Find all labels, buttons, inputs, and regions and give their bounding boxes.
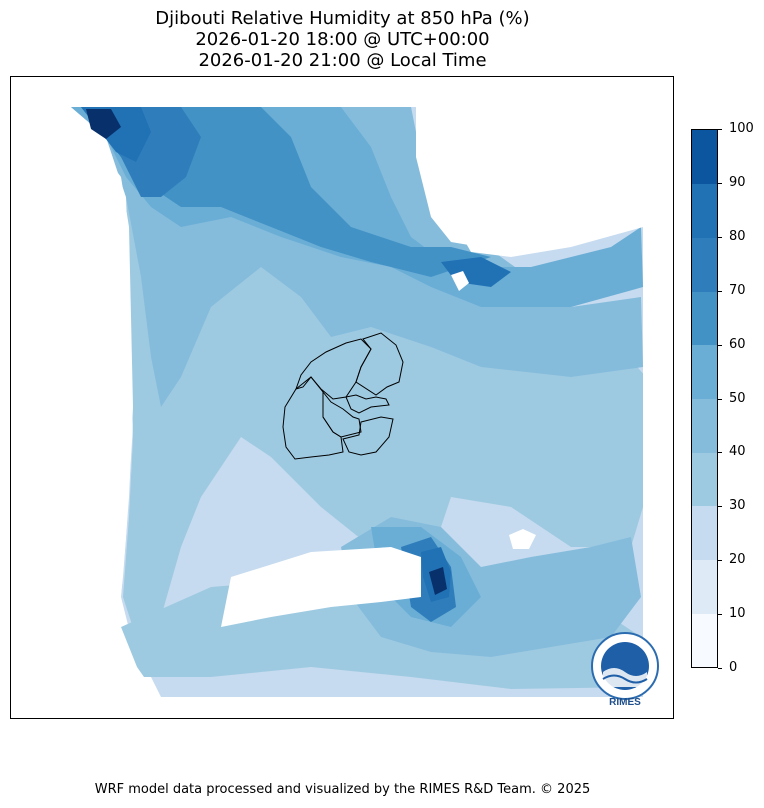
colorbar-tick: 70: [718, 282, 764, 298]
region-obock: [355, 332, 404, 396]
colorbar-tick-label: 20: [729, 552, 746, 568]
colorbar-tick-mark: [718, 182, 722, 184]
title-line-3: 2026-01-20 21:00 @ Local Time: [198, 50, 487, 71]
colorbar-band: [692, 452, 717, 507]
colorbar-tick-label: 90: [729, 174, 746, 190]
map-panel: [10, 76, 674, 719]
mask-south-island: [221, 547, 421, 627]
mask-west-spot-2: [43, 107, 61, 137]
colorbar-tick-mark: [718, 560, 722, 562]
mask-east-gulf: [451, 197, 643, 257]
colorbar-band: [692, 291, 717, 346]
colorbar-band: [692, 398, 717, 453]
logo-wave-2: [602, 674, 648, 684]
colorbar-tick-label: 30: [729, 498, 746, 514]
colorbar-band: [692, 344, 717, 399]
colorbar-tick-label: 100: [729, 121, 754, 136]
colorbar-tick-mark: [718, 398, 722, 400]
colorbar-tick-label: 10: [729, 606, 746, 622]
colorbar-band: [692, 559, 717, 614]
colorbar-tick: 20: [718, 552, 764, 568]
colorbar-tick-mark: [718, 236, 722, 238]
colorbar-tick: 40: [718, 444, 764, 460]
colorbar-tick: 50: [718, 390, 764, 406]
colorbar-tick-mark: [718, 614, 722, 616]
mask-west: [11, 77, 161, 718]
colorbar: [691, 129, 718, 668]
colorbar-tick: 0: [718, 660, 764, 675]
colorbar-tick-label: 0: [729, 660, 738, 675]
colorbar-tick-mark: [718, 452, 722, 454]
colorbar-tick: 90: [718, 174, 764, 190]
colorbar-tick-label: 80: [729, 228, 746, 244]
colorbar-tick-label: 70: [729, 282, 746, 298]
colorbar-tick-mark: [718, 129, 722, 130]
mask-east: [643, 77, 673, 718]
rimes-logo-icon: RIMES: [591, 632, 659, 708]
colorbar-tick-label: 60: [729, 336, 746, 352]
colorbar-band: [692, 130, 717, 185]
colorbar-tick: 10: [718, 606, 764, 622]
colorbar-band: [692, 183, 717, 238]
region-ali-sabieh: [342, 416, 394, 456]
colorbar-tick-mark: [718, 290, 722, 292]
title-line-1: Djibouti Relative Humidity at 850 hPa (%…: [155, 8, 530, 29]
colorbar-tick-mark: [718, 668, 722, 669]
title-line-2: 2026-01-20 18:00 @ UTC+00:00: [195, 29, 490, 50]
colorbar-tick-mark: [718, 506, 722, 508]
mask-south: [11, 697, 673, 718]
mask-south-spot: [509, 529, 536, 549]
djibouti-boundary: [282, 332, 404, 460]
colorbar-ticks: 0 10 20 30 40 50 60 70 80 90 100: [718, 121, 764, 675]
humidity-map: [11, 77, 673, 718]
colorbar-tick-label: 50: [729, 390, 746, 406]
rh-region-90-100-north: [86, 109, 121, 139]
colorbar-band: [692, 505, 717, 561]
logo-label: RIMES: [609, 697, 641, 708]
colorbar-tick: 100: [718, 121, 764, 136]
colorbar-band: [692, 237, 717, 292]
chart-title: Djibouti Relative Humidity at 850 hPa (%…: [0, 8, 685, 71]
mask-northeast-spot: [451, 271, 469, 291]
colorbar-band: [692, 613, 717, 667]
mask-west-spot-1: [47, 257, 79, 327]
region-djibouti-city: [345, 394, 390, 414]
colorbar-tick-label: 40: [729, 444, 746, 460]
rh-region-90-100-south: [429, 567, 447, 595]
colorbar-tick: 30: [718, 498, 764, 514]
colorbar-tick: 60: [718, 336, 764, 352]
colorbar-tick: 80: [718, 228, 764, 244]
footer-credit: WRF model data processed and visualized …: [94, 782, 591, 797]
colorbar-tick-mark: [718, 344, 722, 346]
